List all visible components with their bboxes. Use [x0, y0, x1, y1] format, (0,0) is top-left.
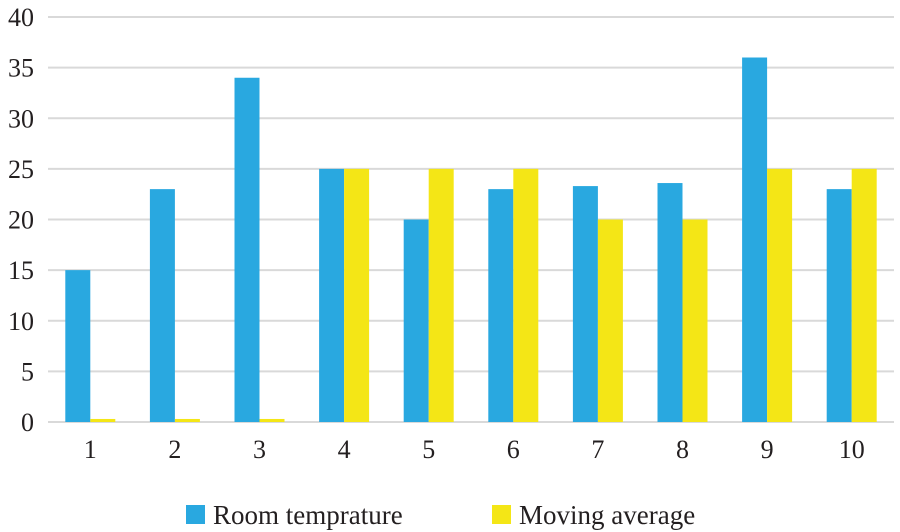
x-tick-label: 5 [422, 435, 435, 464]
moving-average-bar-2 [174, 418, 200, 422]
y-tick-label: 10 [8, 307, 34, 336]
moving-average-bar-7 [597, 219, 623, 422]
room-temprature-bar-7 [572, 186, 598, 422]
moving-average-bar-8 [682, 219, 708, 422]
room-temprature-bar-4 [319, 168, 345, 422]
x-tick-label: 1 [84, 435, 97, 464]
room-temprature-bar-9 [742, 57, 768, 422]
x-tick-label: 6 [507, 435, 520, 464]
x-tick-label: 10 [839, 435, 865, 464]
legend-swatch [492, 505, 511, 524]
x-tick-label: 3 [253, 435, 266, 464]
y-tick-label: 35 [8, 54, 34, 83]
y-tick-label: 30 [8, 104, 34, 133]
moving-average-bar-1 [90, 418, 116, 422]
room-temprature-bar-6 [488, 189, 514, 422]
y-tick-label: 25 [8, 155, 34, 184]
y-tick-label: 5 [21, 357, 34, 386]
moving-average-bar-5 [428, 168, 454, 422]
moving-average-bar-10 [851, 168, 877, 422]
moving-average-bar-9 [767, 168, 793, 422]
gridlines [48, 16, 894, 423]
x-tick-label: 9 [761, 435, 774, 464]
y-tick-label: 20 [8, 206, 34, 235]
room-temprature-bar-3 [234, 77, 260, 422]
moving-average-bar-6 [513, 168, 539, 422]
legend: Room temprature Moving average [186, 500, 695, 530]
x-axis-ticks: 1 2 3 4 5 6 7 8 9 10 [84, 435, 865, 464]
moving-average-bar-3 [259, 418, 285, 422]
room-temprature-bar-10 [826, 189, 852, 422]
x-tick-label: 2 [168, 435, 181, 464]
room-temprature-bar-8 [657, 183, 683, 422]
legend-label: Moving average [519, 500, 695, 530]
x-tick-label: 8 [676, 435, 689, 464]
room-temprature-bar-5 [403, 219, 429, 422]
bars [65, 57, 877, 422]
x-tick-label: 7 [591, 435, 604, 464]
y-axis-ticks: 0 5 10 15 20 25 30 35 40 [8, 3, 34, 437]
y-tick-label: 0 [21, 408, 34, 437]
legend-swatch [186, 505, 205, 524]
y-tick-label: 40 [8, 3, 34, 32]
y-tick-label: 15 [8, 256, 34, 285]
legend-label: Room temprature [213, 500, 403, 530]
moving-average-bar-4 [344, 168, 370, 422]
x-tick-label: 4 [338, 435, 351, 464]
room-temprature-bar-2 [149, 189, 175, 422]
room-temprature-bar-1 [65, 270, 91, 422]
